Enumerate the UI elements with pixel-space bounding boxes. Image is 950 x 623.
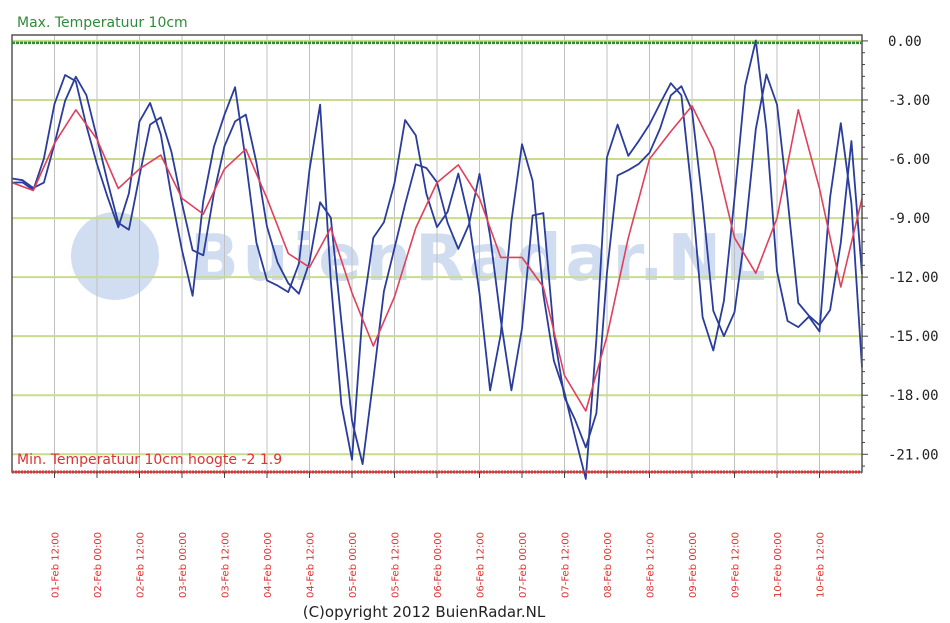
y-tick-label: -6.00	[888, 152, 930, 168]
watermark: BuienRadar.NL	[71, 212, 766, 300]
x-tick-label: 09-Feb 00:00	[688, 532, 699, 598]
x-tick-label: 05-Feb 12:00	[391, 532, 402, 598]
x-tick-label: 08-Feb 00:00	[603, 532, 614, 598]
x-tick-label: 06-Feb 12:00	[476, 532, 487, 598]
x-tick-label: 04-Feb 12:00	[306, 532, 317, 598]
x-tick-label: 03-Feb 12:00	[221, 532, 232, 598]
x-tick-label: 03-Feb 00:00	[178, 532, 189, 598]
x-tick-label: 10-Feb 00:00	[773, 532, 784, 598]
y-tick-label: -3.00	[888, 93, 930, 109]
min-label: Min. Temperatuur 10cm hoogte -2 1.9	[17, 452, 282, 468]
series-line-3	[11, 105, 863, 412]
y-tick-label: -9.00	[888, 211, 930, 227]
grid	[12, 35, 862, 472]
x-tick-label: 05-Feb 00:00	[348, 532, 359, 598]
x-tick-label: 10-Feb 12:00	[816, 532, 827, 598]
x-tick-label: 02-Feb 00:00	[93, 532, 104, 598]
x-tick-label: 07-Feb 00:00	[518, 532, 529, 598]
x-tick-label: 04-Feb 00:00	[263, 532, 274, 598]
x-tick-label: 09-Feb 12:00	[731, 532, 742, 598]
x-tick-label: 07-Feb 12:00	[561, 532, 572, 598]
x-axis-ticks: 01-Feb 12:00 02-Feb 00:00 02-Feb 12:00 03-F…	[51, 472, 827, 598]
y-tick-label: -18.00	[888, 388, 939, 404]
max-label: Max. Temperatuur 10cm	[17, 15, 188, 31]
x-tick-label: 06-Feb 00:00	[433, 532, 444, 598]
x-tick-label: 08-Feb 12:00	[646, 532, 657, 598]
series-group	[11, 39, 863, 480]
y-tick-label: 0.00	[888, 34, 922, 50]
x-tick-label: 02-Feb 12:00	[136, 532, 147, 598]
y-axis-ticks: 0.00 -3.00 -6.00 -9.00 -12.00 -15.00 -18.00 -21…	[862, 34, 939, 467]
y-tick-label: -15.00	[888, 329, 939, 345]
y-tick-label: -21.00	[888, 447, 939, 463]
watermark-logo	[71, 212, 159, 300]
x-tick-label: 01-Feb 12:00	[51, 532, 62, 598]
series-line-1	[11, 39, 863, 480]
y-tick-label: -12.00	[888, 270, 939, 286]
copyright-text: (C)opyright 2012 BuienRadar.NL	[303, 603, 546, 621]
